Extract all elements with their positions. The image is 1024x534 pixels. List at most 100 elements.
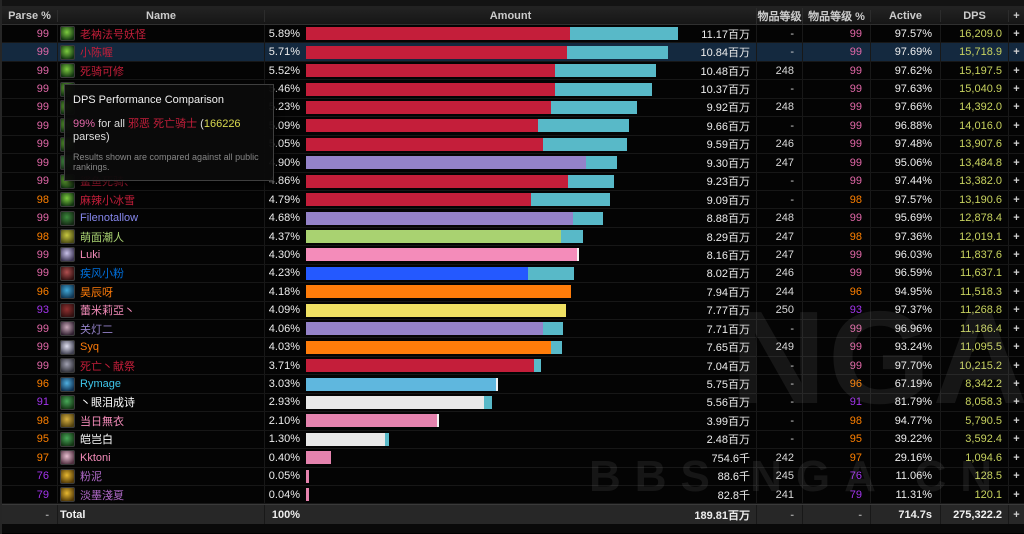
- player-name[interactable]: 老衲法号妖怪: [80, 28, 146, 41]
- bar-class-segment: [306, 174, 569, 188]
- table-row[interactable]: 76 粉泥 0.05% 88.6千 245 76 11.06% 128.5 +: [2, 467, 1024, 486]
- column-header-amount[interactable]: Amount: [264, 9, 756, 22]
- parse-value: 99: [36, 138, 49, 151]
- table-row[interactable]: 98 当日無衣 2.10% 3.99百万 -98 94.77% 5,790.5 +: [2, 412, 1024, 431]
- column-header-active[interactable]: Active: [870, 9, 940, 22]
- player-name[interactable]: Syq: [80, 341, 99, 354]
- player-name[interactable]: 粉泥: [80, 471, 102, 484]
- damage-bar: [306, 246, 684, 263]
- dps-value: 14,392.0: [940, 98, 1008, 117]
- player-name[interactable]: Filenotallow: [80, 212, 139, 225]
- expand-button[interactable]: +: [1008, 246, 1024, 264]
- bar-class-segment: [306, 432, 385, 446]
- expand-button[interactable]: +: [1008, 430, 1024, 449]
- column-header-itemlevel[interactable]: 物品等级: [756, 7, 802, 24]
- table-row[interactable]: 99 死亡丶献祭 3.71% 7.04百万 -99 97.70% 10,215.2 +: [2, 356, 1024, 376]
- player-name[interactable]: 淡墨淺夏: [80, 489, 124, 502]
- player-name[interactable]: 麻辣小冰雪: [80, 194, 135, 207]
- damage-bar: [306, 431, 684, 448]
- column-header-itemlevel-pct[interactable]: 物品等级 %: [802, 7, 870, 24]
- table-row[interactable]: 99 Filenotallow 4.68% 8.88百万 248 99 95.69% 12,8…: [2, 209, 1024, 228]
- expand-button[interactable]: +: [1008, 485, 1024, 504]
- table-row[interactable]: 93 蕾米莉亞丶 4.09% 7.77百万 250 93 97.37% 11,268.8 +: [2, 301, 1024, 320]
- expand-button[interactable]: +: [1008, 467, 1024, 485]
- table-row[interactable]: 96 Rymage 3.03% 5.75百万 -96 67.19% 8,342.2 +: [2, 375, 1024, 394]
- player-name[interactable]: 丶眼泪成诗: [80, 397, 135, 410]
- expand-button[interactable]: +: [1008, 80, 1024, 98]
- table-row[interactable]: 91 丶眼泪成诗 2.93% 5.56百万 -91 81.79% 8,058.3 +: [2, 393, 1024, 413]
- bar-class-segment: [306, 285, 572, 299]
- table-row[interactable]: 99 小陈喔 5.71% 10.84百万 -99 97.69% 15,718.9 +: [2, 43, 1024, 62]
- item-level: -: [756, 117, 802, 135]
- table-row[interactable]: 98 麻辣小冰雪 4.79% 9.09百万 -98 97.57% 13,190.6 +: [2, 190, 1024, 210]
- expand-button[interactable]: +: [1008, 393, 1024, 412]
- expand-button[interactable]: +: [1008, 264, 1024, 283]
- player-name[interactable]: 皑岂白: [80, 434, 113, 447]
- table-row[interactable]: 96 昊辰呀 4.18% 7.94百万 244 96 94.95% 11,518.3 +: [2, 283, 1024, 302]
- expand-button[interactable]: +: [1008, 320, 1024, 338]
- expand-button[interactable]: +: [1008, 449, 1024, 467]
- player-name[interactable]: Luki: [80, 248, 101, 261]
- table-row[interactable]: 97 Kktoni 0.40% 754.6千 242 97 29.16% 1,094.6 +: [2, 449, 1024, 468]
- expand-button[interactable]: +: [1008, 98, 1024, 117]
- amount-value: 8.88百万: [706, 213, 750, 226]
- player-name[interactable]: 关灯二: [80, 323, 113, 336]
- table-row[interactable]: 99 Luki 4.30% 8.16百万 247 99 96.03% 11,837.6 +: [2, 246, 1024, 265]
- damage-bar: [306, 468, 684, 485]
- player-name[interactable]: 小陈喔: [80, 47, 113, 60]
- table-row[interactable]: 99 死骑可修 5.52% 10.48百万 248 99 97.62% 15,197.5 +: [2, 61, 1024, 81]
- player-name[interactable]: Kktoni: [80, 451, 111, 464]
- expand-button[interactable]: +: [1008, 209, 1024, 227]
- expand-button[interactable]: +: [1008, 61, 1024, 80]
- expand-button[interactable]: +: [1008, 43, 1024, 61]
- parse-value: 99: [36, 46, 49, 59]
- column-header-parse[interactable]: Parse %: [8, 9, 51, 22]
- expand-button[interactable]: +: [1008, 301, 1024, 319]
- item-level: 247: [756, 246, 802, 264]
- player-name[interactable]: 昊辰呀: [80, 286, 113, 299]
- priest-icon: [60, 431, 75, 447]
- parse-value: 99: [36, 175, 49, 188]
- name-cell: 当日無衣: [57, 412, 264, 430]
- expand-button[interactable]: +: [1008, 117, 1024, 135]
- player-name[interactable]: 萌面潮人: [80, 231, 124, 244]
- column-header-expand[interactable]: +: [1008, 9, 1024, 22]
- damage-percent: 5.71%: [264, 43, 306, 61]
- table-row[interactable]: 79 淡墨淺夏 0.04% 82.8千 241 79 11.31% 120.1 +: [2, 485, 1024, 505]
- active-percent: 97.37%: [870, 301, 940, 319]
- expand-button[interactable]: +: [1008, 25, 1024, 43]
- damage-percent: 0.40%: [264, 449, 306, 467]
- table-row[interactable]: 99 Syq 4.03% 7.65百万 249 99 93.24% 11,095.5 +: [2, 338, 1024, 357]
- warlock-icon: [60, 321, 75, 337]
- player-name[interactable]: 疾风小粉: [80, 268, 124, 281]
- expand-button[interactable]: +: [1008, 190, 1024, 209]
- expand-button[interactable]: +: [1008, 283, 1024, 301]
- player-name[interactable]: 蕾米莉亞丶: [80, 305, 135, 318]
- table-row[interactable]: 95 皑岂白 1.30% 2.48百万 -95 39.22% 3,592.4 +: [2, 430, 1024, 450]
- player-name[interactable]: 当日無衣: [80, 415, 124, 428]
- active-percent: 96.96%: [870, 320, 940, 338]
- player-name[interactable]: Rymage: [80, 378, 121, 391]
- expand-button[interactable]: +: [1008, 135, 1024, 154]
- expand-button[interactable]: +: [1008, 227, 1024, 246]
- expand-button[interactable]: +: [1008, 154, 1024, 172]
- damage-bar: [306, 136, 684, 153]
- expand-button[interactable]: +: [1008, 412, 1024, 430]
- column-header-dps[interactable]: DPS: [940, 9, 1008, 22]
- column-header-name[interactable]: Name: [57, 9, 264, 22]
- active-percent: 11.31%: [870, 485, 940, 504]
- table-row[interactable]: 99 老衲法号妖怪 5.89% 11.17百万 -99 97.57% 16,209.0 +: [2, 25, 1024, 44]
- expand-button[interactable]: +: [1008, 356, 1024, 375]
- damage-bar-fill: [306, 340, 562, 354]
- expand-button[interactable]: +: [1008, 338, 1024, 356]
- table-row[interactable]: 99 疾风小粉 4.23% 8.02百万 246 99 96.59% 11,637.1 +: [2, 264, 1024, 284]
- expand-button[interactable]: +: [1008, 375, 1024, 393]
- total-expand-button[interactable]: +: [1008, 505, 1024, 525]
- parse-value: 93: [36, 304, 49, 317]
- amount-value: 754.6千: [711, 452, 750, 465]
- player-name[interactable]: 死亡丶献祭: [80, 360, 135, 373]
- player-name[interactable]: 死骑可修: [80, 65, 124, 78]
- table-row[interactable]: 99 关灯二 4.06% 7.71百万 -99 96.96% 11,186.4 +: [2, 320, 1024, 339]
- expand-button[interactable]: +: [1008, 172, 1024, 190]
- table-row[interactable]: 98 萌面潮人 4.37% 8.29百万 247 98 97.36% 12,019.1 +: [2, 227, 1024, 247]
